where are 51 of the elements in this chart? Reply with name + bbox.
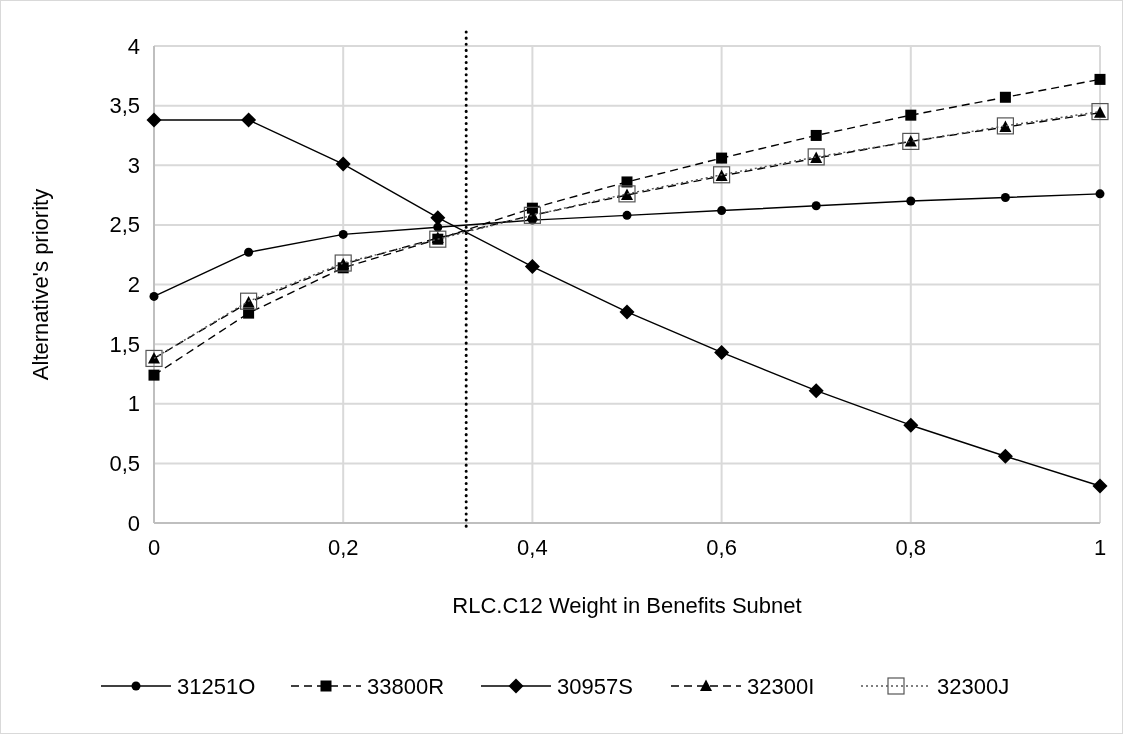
legend-label: 32300J [937,673,1010,699]
point [338,229,348,239]
x-tick-label: 0,8 [895,535,927,560]
point [810,129,822,141]
x-tick-label: 0 [147,535,161,560]
point [241,112,257,128]
point [145,349,163,368]
point [243,307,255,319]
point [622,210,632,220]
point [1092,478,1108,494]
legend-label: 32300I [747,673,815,699]
point [714,344,730,360]
point [906,196,916,206]
legend-label: 33800R [367,673,445,699]
point [903,417,919,433]
y-tick-label: 0,5 [109,450,140,476]
y-tick-label: 1,5 [109,331,140,357]
legend-label: 30957S [557,673,633,699]
y-tick-label: 1 [127,391,140,417]
point [716,152,728,164]
point [146,112,162,128]
y-axis-title: Alternative's priority [28,188,53,381]
point [335,156,351,172]
y-tick-label: 3,5 [109,93,140,119]
point [149,291,159,301]
x-tick-label: 0,6 [706,535,737,560]
x-tick-label: 0,4 [517,535,548,560]
x-tick-label: 0,2 [327,535,359,560]
y-tick-label: 3 [127,152,140,178]
point [430,210,446,226]
legend-label: 31251O [177,673,256,699]
point [244,247,254,257]
point [1094,73,1106,85]
x-tick-label: 1 [1093,535,1107,560]
point [1091,102,1109,121]
point [1000,192,1010,202]
point [1095,189,1105,199]
x-axis-title: RLC.C12 Weight in Benefits Subnet [452,593,802,618]
point [999,91,1011,103]
point [619,304,635,320]
point [717,206,727,216]
point [905,109,917,121]
y-tick-label: 2 [127,272,140,297]
point [148,369,160,381]
y-tick-label: 4 [127,33,140,59]
y-tick-label: 0 [127,510,140,536]
point [811,201,821,211]
point [524,259,540,275]
point [808,383,824,399]
point [997,448,1013,464]
y-tick-label: 2,5 [109,212,140,238]
